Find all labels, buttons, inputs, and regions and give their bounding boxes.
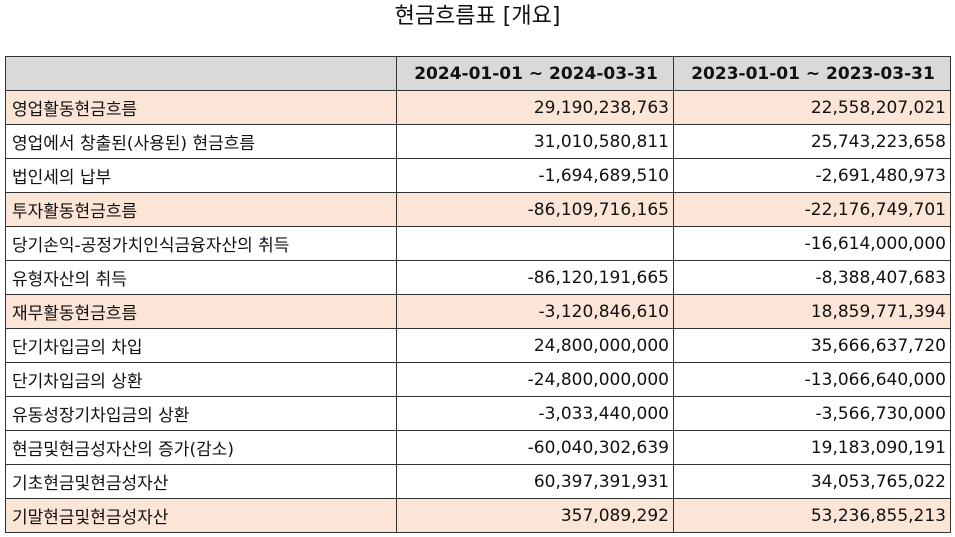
row-value-current: -24,800,000,000 bbox=[396, 362, 674, 397]
row-value-previous: 19,183,090,191 bbox=[673, 430, 951, 465]
row-label: 기말현금및현금성자산 bbox=[5, 498, 397, 533]
row-value-previous: -22,176,749,701 bbox=[673, 192, 951, 227]
row-value-current: 31,010,580,811 bbox=[396, 124, 674, 159]
table-row: 유형자산의 취득 -86,120,191,665 -8,388,407,683 bbox=[5, 260, 951, 295]
table-row: 법인세의 납부 -1,694,689,510 -2,691,480,973 bbox=[5, 158, 951, 193]
row-value-previous: -3,566,730,000 bbox=[673, 396, 951, 431]
page-title: 현금흐름표 [개요] bbox=[394, 4, 561, 29]
row-value-previous: 22,558,207,021 bbox=[673, 90, 951, 125]
row-value-current: -3,033,440,000 bbox=[396, 396, 674, 431]
row-value-previous: 25,743,223,658 bbox=[673, 124, 951, 159]
row-label: 단기차입금의 차입 bbox=[5, 328, 397, 363]
table-header-row: 2024-01-01 ~ 2024-03-31 2023-01-01 ~ 202… bbox=[5, 56, 951, 91]
header-period-previous: 2023-01-01 ~ 2023-03-31 bbox=[673, 56, 951, 91]
row-label: 단기차입금의 상환 bbox=[5, 362, 397, 397]
row-label: 재무활동현금흐름 bbox=[5, 294, 397, 329]
table-row: 영업활동현금흐름 29,190,238,763 22,558,207,021 bbox=[5, 90, 951, 125]
row-value-current: -1,694,689,510 bbox=[396, 158, 674, 193]
row-value-previous: 34,053,765,022 bbox=[673, 464, 951, 499]
header-period-current: 2024-01-01 ~ 2024-03-31 bbox=[396, 56, 674, 91]
row-value-current: 60,397,391,931 bbox=[396, 464, 674, 499]
row-label: 유형자산의 취득 bbox=[5, 260, 397, 295]
row-value-previous: 18,859,771,394 bbox=[673, 294, 951, 329]
row-value-current: -86,120,191,665 bbox=[396, 260, 674, 295]
row-value-current: 29,190,238,763 bbox=[396, 90, 674, 125]
row-label: 영업활동현금흐름 bbox=[5, 90, 397, 125]
table-row: 단기차입금의 상환 -24,800,000,000 -13,066,640,000 bbox=[5, 362, 951, 397]
row-label: 당기손익-공정가치인식금융자산의 취득 bbox=[5, 226, 397, 261]
row-label: 영업에서 창출된(사용된) 현금흐름 bbox=[5, 124, 397, 159]
header-label-cell bbox=[5, 56, 397, 91]
row-value-previous: -13,066,640,000 bbox=[673, 362, 951, 397]
cash-flow-table: 2024-01-01 ~ 2024-03-31 2023-01-01 ~ 202… bbox=[5, 56, 951, 533]
row-value-previous: 53,236,855,213 bbox=[673, 498, 951, 533]
row-label: 유동성장기차입금의 상환 bbox=[5, 396, 397, 431]
row-label: 투자활동현금흐름 bbox=[5, 192, 397, 227]
row-label: 법인세의 납부 bbox=[5, 158, 397, 193]
row-value-current: -86,109,716,165 bbox=[396, 192, 674, 227]
table-row: 단기차입금의 차입 24,800,000,000 35,666,637,720 bbox=[5, 328, 951, 363]
row-value-current: -3,120,846,610 bbox=[396, 294, 674, 329]
row-value-current bbox=[396, 226, 674, 261]
row-value-previous: -2,691,480,973 bbox=[673, 158, 951, 193]
row-label: 현금및현금성자산의 증가(감소) bbox=[5, 430, 397, 465]
table-row: 투자활동현금흐름 -86,109,716,165 -22,176,749,701 bbox=[5, 192, 951, 227]
row-value-previous: -16,614,000,000 bbox=[673, 226, 951, 261]
table-row: 영업에서 창출된(사용된) 현금흐름 31,010,580,811 25,743,2… bbox=[5, 124, 951, 159]
row-value-current: 357,089,292 bbox=[396, 498, 674, 533]
row-value-current: -60,040,302,639 bbox=[396, 430, 674, 465]
table-row: 기말현금및현금성자산 357,089,292 53,236,855,213 bbox=[5, 498, 951, 533]
table-row: 유동성장기차입금의 상환 -3,033,440,000 -3,566,730,000 bbox=[5, 396, 951, 431]
table-row: 현금및현금성자산의 증가(감소) -60,040,302,639 19,183,09… bbox=[5, 430, 951, 465]
table-body: 영업활동현금흐름 29,190,238,763 22,558,207,021 영업에서… bbox=[5, 90, 951, 533]
table-row: 기초현금및현금성자산 60,397,391,931 34,053,765,022 bbox=[5, 464, 951, 499]
table-row: 재무활동현금흐름 -3,120,846,610 18,859,771,394 bbox=[5, 294, 951, 329]
row-value-previous: 35,666,637,720 bbox=[673, 328, 951, 363]
row-label: 기초현금및현금성자산 bbox=[5, 464, 397, 499]
row-value-current: 24,800,000,000 bbox=[396, 328, 674, 363]
table-row: 당기손익-공정가치인식금융자산의 취득 -16,614,000,000 bbox=[5, 226, 951, 261]
row-value-previous: -8,388,407,683 bbox=[673, 260, 951, 295]
